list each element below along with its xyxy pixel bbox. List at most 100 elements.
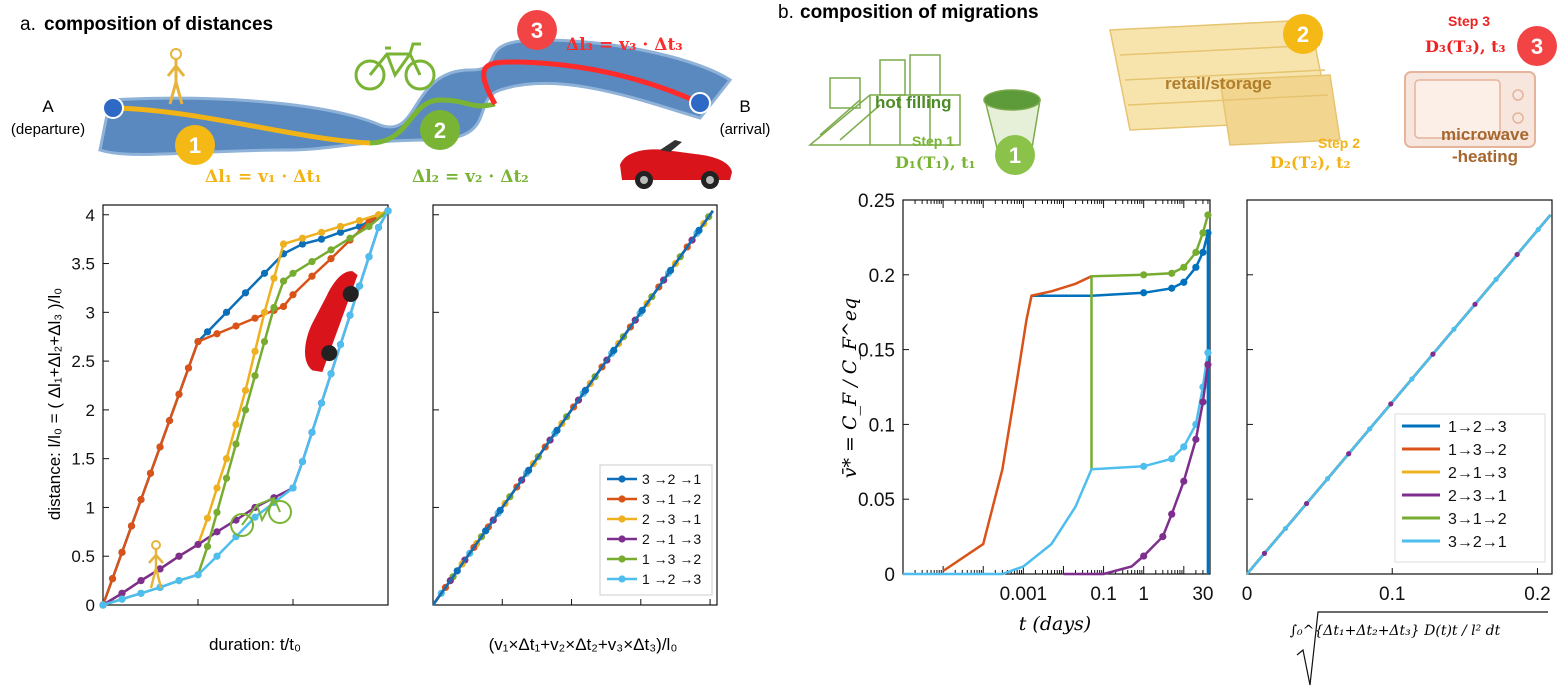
badge-3-b: [1517, 26, 1557, 66]
data-point: [118, 548, 126, 556]
bike-wheel: [230, 513, 254, 537]
y-tick-label: 3.5: [71, 255, 95, 274]
data-point: [251, 314, 259, 322]
data-point: [1493, 276, 1499, 282]
data-point: [317, 399, 326, 407]
legend-label: 2 →3 →1: [642, 511, 701, 527]
data-point: [1168, 284, 1176, 292]
data-point: [118, 589, 126, 597]
data-point: [222, 308, 231, 316]
data-point: [308, 257, 316, 266]
data-point: [336, 340, 345, 349]
arrival-point: [689, 92, 711, 114]
data-point: [1204, 348, 1212, 357]
data-point: [222, 474, 231, 482]
badge-2-b-text: 2: [1297, 22, 1309, 47]
data-point: [1430, 351, 1436, 357]
plot-frame: [102, 204, 389, 606]
data-point: [279, 302, 288, 311]
microwave-label-1: microwave: [1441, 125, 1529, 144]
data-point: [184, 364, 193, 372]
departure-point: [102, 97, 124, 119]
data-point: [317, 228, 326, 236]
data-point: [1140, 462, 1148, 470]
legend-label: 1 →3 →2: [642, 551, 701, 567]
bike-wheel: [268, 500, 292, 524]
legend-label: 3 →2 →1: [642, 471, 701, 487]
data-point: [1204, 229, 1212, 237]
data-point: [279, 240, 288, 248]
data-point: [1192, 435, 1200, 443]
car-wheel: [342, 285, 359, 302]
legend-marker: [618, 495, 626, 503]
data-point: [232, 440, 240, 448]
step2-eq: D₂(T₂), t₂: [1270, 153, 1350, 172]
data-point: [1472, 301, 1478, 307]
legend-marker: [618, 515, 626, 523]
point-a-label: A: [42, 97, 54, 116]
data-point: [1168, 455, 1176, 463]
data-point: [695, 226, 703, 234]
microwave-icon: [1404, 71, 1536, 148]
data-point: [308, 272, 316, 280]
y-tick-label: 0.2: [869, 266, 895, 287]
data-point: [1159, 533, 1167, 541]
badge-2-a-text: 2: [434, 118, 446, 143]
retail-label: retail/storage: [1165, 74, 1272, 93]
data-point: [260, 269, 269, 277]
data-point: [289, 291, 297, 299]
data-point: [327, 246, 335, 254]
step1-eq: D₁(T₁), t₁: [895, 153, 975, 172]
data-point: [203, 514, 212, 522]
data-point: [118, 595, 126, 603]
data-point: [194, 540, 202, 549]
y-tick-label: 2: [86, 401, 95, 420]
walker-icon: [166, 48, 186, 105]
legend-marker: [618, 475, 626, 483]
walker-head: [151, 540, 161, 550]
panel-a-label: a.: [20, 14, 36, 35]
data-point: [524, 466, 533, 474]
data-point: [1261, 550, 1268, 556]
hot-filling-label: hot filling: [875, 93, 951, 112]
data-point: [251, 347, 259, 355]
data-point: [241, 406, 250, 414]
chart2-ylabel: v̄* = C_F / C_F^eq: [839, 298, 861, 478]
y-tick-label: 1.5: [71, 450, 95, 469]
data-point: [1140, 552, 1148, 560]
data-point: [289, 269, 297, 277]
badge-1-a-text: 1: [189, 133, 201, 158]
y-tick-label: 1: [86, 498, 95, 517]
y-tick-label: 0.05: [858, 490, 895, 511]
data-point: [1204, 360, 1212, 369]
x-tick-label: 1: [1138, 584, 1149, 605]
data-point: [1192, 248, 1200, 256]
x-tick-label: 0.1: [1379, 584, 1405, 605]
data-point: [194, 571, 202, 579]
chart1-xlabel: (v₁×Δt₁+v₂×Δt₂+v₃×Δt₃)/l₀: [489, 635, 678, 654]
data-point: [251, 372, 259, 380]
legend-label: 3→1→2: [1448, 511, 1507, 528]
data-point: [175, 552, 183, 560]
data-point: [213, 552, 221, 560]
data-point: [1282, 525, 1289, 532]
data-point: [260, 308, 269, 316]
data-point: [1303, 500, 1310, 507]
legend-label: 2 →1 →3: [642, 531, 701, 547]
x-tick-label: 0.001: [1000, 584, 1048, 605]
legend-label: 2→1→3: [1448, 465, 1507, 482]
legend-label: 1→2→3: [1448, 419, 1507, 436]
legend-box: [599, 464, 713, 596]
data-point: [127, 522, 136, 530]
data-point: [346, 311, 354, 319]
y-tick-label: 0.1: [869, 415, 895, 436]
data-point: [1140, 289, 1148, 297]
badge-1-b-text: 1: [1009, 143, 1021, 168]
badge-1-b: [995, 135, 1035, 175]
badge-2-a: [420, 110, 460, 150]
data-point: [336, 228, 345, 236]
data-point: [1180, 278, 1188, 286]
chart2-xlabel: t (days): [1019, 613, 1091, 635]
legend-marker: [618, 555, 626, 563]
data-point: [165, 417, 174, 425]
